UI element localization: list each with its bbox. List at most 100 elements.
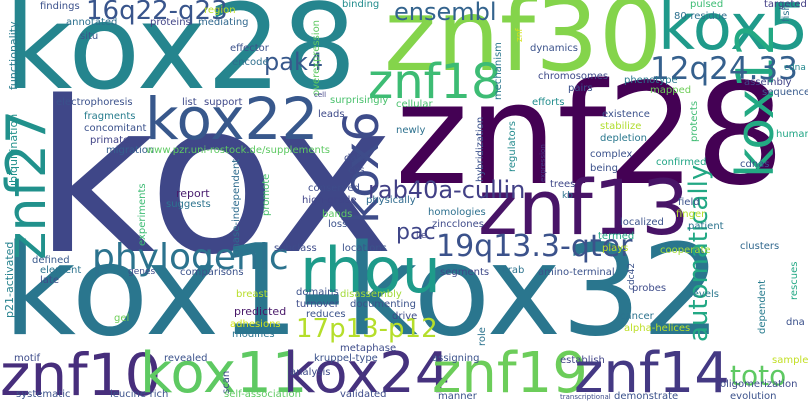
word-depletion: depletion — [600, 133, 647, 144]
word-assigning: assigning — [432, 353, 480, 364]
word-16q22-q23: 16q22-q23 — [86, 0, 228, 26]
word-plays: plays — [602, 243, 629, 254]
word-expression: expression — [539, 144, 547, 182]
word-leads: leads — [318, 109, 345, 120]
word-turnover: turnover — [296, 299, 339, 310]
word-cellular: cellular — [396, 99, 433, 110]
word-finger: finger — [676, 209, 706, 220]
word-regulators: regulators — [507, 121, 518, 172]
word-encode: encode — [232, 57, 269, 68]
word-19q13.3-qter: 19q13.3-qter — [436, 229, 633, 264]
word-targeted: targeted — [764, 0, 807, 10]
word-znf19: znf19 — [432, 341, 588, 404]
word-homologies: homologies — [428, 207, 486, 218]
word-znf: znf — [515, 28, 525, 42]
word-toto: toto — [730, 359, 787, 392]
word-znf13: znf13 — [478, 163, 690, 252]
word-clusters: clusters — [740, 241, 780, 252]
word-newly: newly — [396, 125, 426, 136]
word-systematic: systematic — [16, 389, 71, 400]
word-concomitant: concomitant — [84, 123, 147, 134]
word-proteins: proteins — [150, 17, 191, 28]
word-motif: motif — [14, 353, 41, 364]
word-znf14: znf14 — [574, 341, 730, 404]
word-kox24: kox24 — [283, 341, 451, 404]
word-predicted: predicted — [234, 305, 287, 318]
word-rescues: rescues — [789, 261, 800, 300]
word-revealed: revealed — [164, 353, 208, 364]
word-surprisingly: surprisingly — [330, 95, 389, 106]
word-kox12: kox12 — [726, 22, 786, 178]
word-manner: manner — [438, 391, 477, 402]
word-bands: bands — [322, 209, 353, 220]
word-cdnas: cdnas — [740, 159, 770, 170]
word-znf10: znf10 — [0, 341, 162, 404]
word-documenting: documenting — [350, 299, 416, 310]
word-domains: domains — [296, 287, 339, 298]
word-existence: existence — [602, 109, 650, 120]
word-binding: binding — [342, 0, 380, 10]
word-overexpression: overexpression — [311, 19, 322, 96]
word-experiments: experiments — [137, 183, 148, 246]
word-metaphase: metaphase — [340, 343, 397, 354]
word-functionality: functionality — [7, 21, 20, 90]
word-17p13-p12: 17p13-p12 — [296, 314, 438, 344]
word-defined: defined — [32, 255, 70, 266]
word-pac: pac — [396, 220, 436, 245]
word-human: human — [776, 129, 808, 140]
word-znf30: znf30 — [384, 0, 663, 94]
word-data: data — [344, 153, 367, 164]
word-subclass: subclass — [274, 243, 317, 254]
word-www.pzr.uni-rostock.de/supplements: www.pzr.uni-rostock.de/supplements — [146, 145, 330, 156]
word-krab: krab — [502, 265, 525, 276]
word-mediating: mediating — [198, 17, 249, 28]
word-12q24.33: 12q24.33 — [650, 51, 798, 87]
word-validated: validated — [340, 389, 387, 400]
word-ensembl: ensembl — [394, 0, 497, 26]
word-efforts: efforts — [532, 97, 565, 108]
word-late: late — [40, 275, 59, 286]
word-analysis: analysis — [290, 367, 331, 378]
word-kox28: kox28 — [4, 0, 357, 116]
word-cooperate: cooperate — [660, 245, 711, 256]
word-physically: physically — [366, 195, 416, 206]
word-cancer: cancer — [620, 311, 654, 322]
word-findings: findings — [40, 1, 80, 12]
word-region: region — [204, 5, 236, 16]
word-cdna: cdna — [784, 63, 806, 73]
word-list: list — [182, 97, 197, 108]
word-breast: breast — [236, 289, 268, 300]
word-lie: lie — [416, 231, 427, 241]
word-phenotype: phenotype — [624, 75, 678, 86]
word-self-association: self-association — [224, 389, 301, 400]
word-hybridization: hybridization — [475, 116, 486, 182]
word-comparisons: comparisons — [180, 267, 244, 278]
word-znf18: znf18 — [368, 54, 502, 110]
word-patient: patient — [688, 221, 724, 232]
word-znf28: znf28 — [395, 54, 785, 217]
word-mapped: mapped — [650, 85, 692, 96]
word-p21-activated: p21-activated — [3, 241, 16, 318]
word-kox: kox — [34, 56, 395, 301]
word-pak4: pak4 — [264, 48, 324, 76]
word-suggests: suggests — [166, 199, 211, 210]
word-protects: protects — [689, 100, 700, 142]
word-demonstrate: demonstrate — [614, 391, 679, 402]
word-leucine-rich: leucine-rich — [110, 389, 169, 400]
word-high-grade: high-grade — [302, 195, 357, 206]
word-sequences: sequences — [762, 87, 808, 98]
word-termed: termed — [598, 231, 635, 242]
word-amino-terminal: amino-terminal — [538, 267, 615, 278]
word-kinase-independent: kinase-independent — [231, 158, 242, 258]
word-dna: dna — [786, 317, 805, 328]
word-cell: cell — [314, 91, 327, 99]
word-mechanism: mechanism — [493, 42, 504, 100]
word-support: support — [204, 97, 243, 108]
word-trees: trees — [550, 179, 576, 190]
word-field: field — [678, 197, 700, 208]
word-establish: establish — [560, 355, 605, 366]
word-gel: gel — [114, 313, 130, 324]
word-kox11: kox11 — [140, 341, 308, 404]
word-localized: localized — [620, 217, 664, 228]
